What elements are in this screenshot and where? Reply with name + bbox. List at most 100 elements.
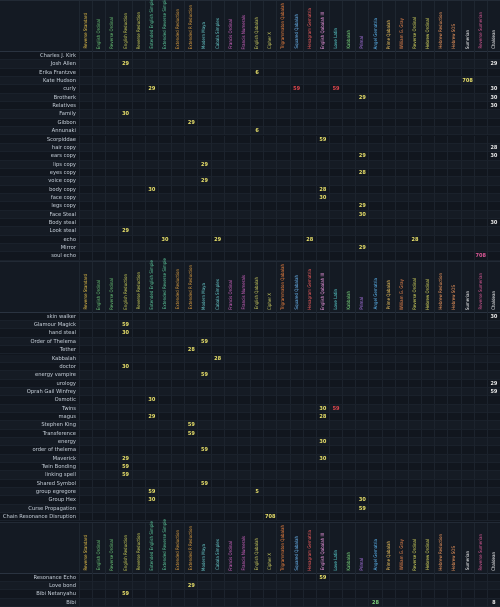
table-row[interactable]: Shared Symbol 59 bbox=[0, 479, 500, 489]
table-row[interactable]: group egregore 59 5 bbox=[0, 488, 500, 497]
column-header-27[interactable]: Hebrew Reduction bbox=[434, 261, 447, 314]
column-header-5[interactable]: Extended English Simple bbox=[144, 260, 158, 314]
table-row[interactable]: energy vampire 59 bbox=[0, 371, 500, 380]
column-header-0[interactable]: Reverse Standard bbox=[79, 522, 92, 575]
column-header-27[interactable]: Hebrew Reduction bbox=[434, 1, 447, 53]
column-header-13[interactable]: English Qabalah bbox=[250, 261, 263, 314]
column-header-17[interactable]: Hexagram Gematria bbox=[302, 1, 316, 53]
table-row[interactable]: Glamour Magick 59 bbox=[0, 321, 500, 330]
column-header-6[interactable]: Extended Reverse Simple bbox=[157, 258, 171, 314]
table-row[interactable]: Bibi Netanyahu 59 bbox=[0, 590, 500, 599]
table-row[interactable]: lips copy 29 bbox=[0, 160, 500, 169]
column-header-1[interactable]: English Ordinal bbox=[92, 261, 105, 314]
column-header-10[interactable]: Cabala Simplex bbox=[210, 261, 224, 314]
table-row[interactable]: energy 30 bbox=[0, 438, 500, 447]
column-header-7[interactable]: Extended Reduction bbox=[171, 522, 184, 575]
column-header-23[interactable]: Prime Qabalah bbox=[381, 1, 395, 53]
table-row[interactable]: Charles J. Kirk bbox=[0, 52, 500, 61]
table-row[interactable]: Brotherk 29 30 bbox=[0, 93, 500, 103]
column-header-24[interactable]: William G. Gray bbox=[394, 1, 408, 53]
column-header-6[interactable]: Extended Reverse Simple bbox=[157, 519, 171, 575]
table-row[interactable]: Love bond 29 bbox=[0, 581, 500, 591]
column-header-9[interactable]: Modern Maya bbox=[197, 261, 210, 314]
column-header-28[interactable]: Hebrew SOS bbox=[447, 261, 460, 314]
table-row[interactable]: Group Hex 30 30 bbox=[0, 496, 500, 505]
column-header-13[interactable]: English Qabalah bbox=[250, 522, 263, 575]
table-row[interactable]: Twin Bonding 59 bbox=[0, 463, 500, 472]
table-row[interactable]: Bibi 28 8 bbox=[0, 598, 500, 607]
table-row[interactable]: Tether 28 bbox=[0, 346, 500, 355]
table-row[interactable]: Resonance Echo 59 bbox=[0, 573, 500, 582]
column-header-25[interactable]: Reverse Ordinal bbox=[407, 261, 421, 314]
table-row[interactable]: legs copy 29 bbox=[0, 202, 500, 211]
column-header-19[interactable]: Love Latin bbox=[328, 261, 342, 314]
table-row[interactable]: Body steal 30 bbox=[0, 219, 500, 228]
column-header-26[interactable]: Hebrew Ordinal bbox=[421, 261, 434, 314]
column-header-16[interactable]: Squared Qabalah bbox=[289, 1, 303, 53]
column-header-8[interactable]: Extended R Reduction bbox=[184, 261, 197, 314]
column-header-19[interactable]: Love Latin bbox=[328, 1, 342, 53]
column-header-11[interactable]: Francis Ordinal bbox=[223, 522, 237, 575]
table-row[interactable]: eyes copy 28 bbox=[0, 168, 500, 178]
table-row[interactable]: magus 29 28 bbox=[0, 412, 500, 422]
column-header-27[interactable]: Hebrew Reduction bbox=[434, 522, 447, 575]
table-row[interactable]: Transference 59 bbox=[0, 429, 500, 438]
column-header-29[interactable]: Sumerian bbox=[460, 261, 474, 314]
column-header-16[interactable]: Squared Qabalah bbox=[289, 261, 303, 314]
table-row[interactable]: Relatives 30 bbox=[0, 102, 500, 111]
column-header-14[interactable]: Cipher X bbox=[263, 522, 276, 575]
table-row[interactable]: hand steal 30 bbox=[0, 329, 500, 338]
column-header-9[interactable]: Modern Maya bbox=[197, 1, 210, 53]
table-row[interactable]: hair copy 28 bbox=[0, 143, 500, 153]
column-header-5[interactable]: Extended English Simple bbox=[144, 0, 158, 53]
column-header-10[interactable]: Cabala Simplex bbox=[210, 522, 224, 575]
table-row[interactable]: Scorpiddae 59 bbox=[0, 135, 500, 144]
table-row[interactable]: Oprah Gail Winfrey 59 bbox=[0, 387, 500, 397]
table-row[interactable]: Annunaki 6 bbox=[0, 127, 500, 136]
column-header-18[interactable]: English Qabalah III bbox=[315, 522, 329, 575]
column-header-23[interactable]: Prime Qabalah bbox=[381, 261, 395, 314]
column-header-26[interactable]: Hebrew Ordinal bbox=[421, 522, 434, 575]
table-row[interactable]: face copy 30 bbox=[0, 193, 500, 203]
table-row[interactable]: linking spell 59 bbox=[0, 471, 500, 480]
table-row[interactable]: curly 29 59 59 30 bbox=[0, 85, 500, 94]
table-row[interactable]: soul echo 708 bbox=[0, 252, 500, 261]
column-header-31[interactable]: Chaldean bbox=[486, 522, 500, 575]
table-row[interactable]: Gibbon 29 bbox=[0, 118, 500, 128]
column-header-24[interactable]: William G. Gray bbox=[394, 522, 408, 575]
column-header-30[interactable]: Reverse Sumerian bbox=[473, 1, 487, 53]
column-header-29[interactable]: Sumerian bbox=[460, 522, 474, 575]
column-header-22[interactable]: Angel Gematria bbox=[368, 261, 381, 314]
column-header-15[interactable]: Trigrammaton Qabalah bbox=[276, 522, 289, 575]
column-header-8[interactable]: Extended R Reduction bbox=[184, 522, 197, 575]
column-header-15[interactable]: Trigrammaton Qabalah bbox=[276, 1, 289, 53]
column-header-13[interactable]: English Qabalah bbox=[250, 1, 263, 53]
column-header-0[interactable]: Reverse Standard bbox=[79, 261, 92, 314]
table-row[interactable]: voice copy 29 bbox=[0, 177, 500, 186]
table-row[interactable]: Face Steal 30 bbox=[0, 210, 500, 219]
column-header-4[interactable]: Reverse Reduction bbox=[131, 1, 145, 53]
table-row[interactable]: ears copy 29 30 bbox=[0, 152, 500, 161]
column-header-1[interactable]: English Ordinal bbox=[92, 1, 105, 53]
column-header-7[interactable]: Extended Reduction bbox=[171, 1, 184, 53]
table-row[interactable]: Josh Allen 29 29 bbox=[0, 60, 500, 69]
table-row[interactable]: Curse Propagation 59 bbox=[0, 504, 500, 514]
column-header-30[interactable]: Reverse Sumerian bbox=[473, 522, 487, 575]
column-header-5[interactable]: Extended English Simple bbox=[144, 521, 158, 575]
table-row[interactable]: order of thelema 59 bbox=[0, 446, 500, 455]
column-header-2[interactable]: Reverse Ordinal bbox=[105, 1, 118, 53]
column-header-12[interactable]: Francis Numerals bbox=[236, 522, 250, 575]
column-header-4[interactable]: Reverse Reduction bbox=[131, 522, 145, 575]
column-header-3[interactable]: English Reduction bbox=[118, 1, 131, 53]
column-header-19[interactable]: Love Latin bbox=[328, 522, 342, 575]
column-header-9[interactable]: Modern Maya bbox=[197, 522, 210, 575]
column-header-22[interactable]: Angel Gematria bbox=[368, 522, 381, 575]
column-header-29[interactable]: Sumerian bbox=[460, 1, 474, 53]
column-header-28[interactable]: Hebrew SOS bbox=[447, 1, 460, 53]
column-header-3[interactable]: English Reduction bbox=[118, 522, 131, 575]
column-header-18[interactable]: English Qabalah III bbox=[315, 261, 329, 314]
column-header-12[interactable]: Francis Numerals bbox=[236, 261, 250, 314]
column-header-1[interactable]: English Ordinal bbox=[92, 522, 105, 575]
table-row[interactable]: Osmotic 30 bbox=[0, 396, 500, 405]
column-header-6[interactable]: Extended Reverse Simple bbox=[157, 0, 171, 53]
